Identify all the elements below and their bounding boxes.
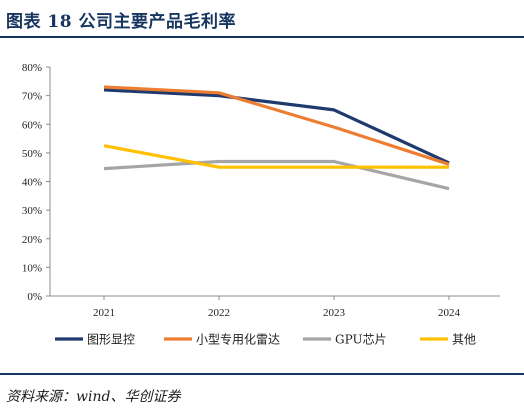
y-tick-label: 60% bbox=[22, 119, 42, 131]
y-tick-label: 0% bbox=[27, 291, 42, 303]
series-line-4 bbox=[103, 144, 449, 169]
footer-divider bbox=[0, 373, 524, 375]
x-tick-label: 2021 bbox=[93, 307, 115, 319]
legend-label: GPU芯片 bbox=[335, 333, 387, 347]
y-tick-label: 10% bbox=[22, 262, 42, 274]
chart-legend: 图形显控 小型专用化雷达 GPU芯片 其他 bbox=[55, 332, 476, 347]
legend-label: 小型专用化雷达 bbox=[196, 332, 280, 347]
y-tick-label: 50% bbox=[22, 148, 42, 160]
chart-axes: 0% 10% 20% 30% 40% 50% 60% 70% 80% 2021 2022 2023 20… bbox=[22, 62, 500, 319]
y-tick-label: 80% bbox=[22, 62, 42, 74]
series-line-3 bbox=[103, 159, 450, 191]
y-tick-label: 40% bbox=[22, 177, 42, 189]
source-note: 资料来源：wind、华创证券 bbox=[6, 389, 181, 405]
x-tick-label: 2022 bbox=[208, 307, 230, 319]
chart-series bbox=[103, 85, 450, 191]
x-tick-label: 2023 bbox=[323, 307, 346, 319]
figure-header: 图表 18 公司主要产品毛利率 bbox=[0, 0, 524, 38]
legend-label: 图形显控 bbox=[87, 333, 135, 347]
y-tick-label: 30% bbox=[22, 205, 42, 217]
header-divider bbox=[0, 36, 524, 38]
series-line-1 bbox=[103, 88, 450, 165]
y-tick-label: 20% bbox=[22, 234, 42, 246]
figure-title: 图表 18 公司主要产品毛利率 bbox=[6, 12, 236, 32]
legend-label: 其他 bbox=[452, 333, 476, 347]
y-tick-label: 70% bbox=[22, 91, 42, 103]
x-tick-label: 2024 bbox=[438, 307, 461, 319]
series-line-2 bbox=[103, 85, 450, 166]
